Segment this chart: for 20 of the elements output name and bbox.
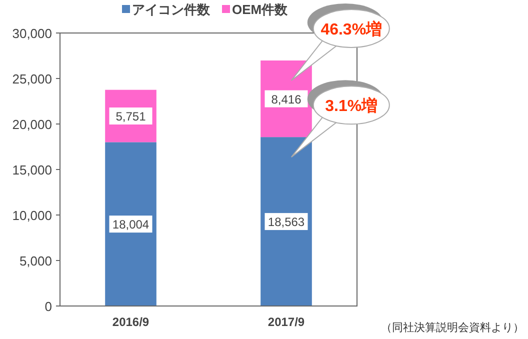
data-label: 18,004 xyxy=(112,218,150,232)
y-tick-label: 5,000 xyxy=(19,254,52,268)
annotation: 46.3%増 xyxy=(320,19,382,38)
y-tick-label: 20,000 xyxy=(12,117,52,132)
data-label: 5,751 xyxy=(116,109,146,124)
annotation: 3.1%増 xyxy=(325,96,378,116)
data-label: 8,416 xyxy=(271,92,302,106)
text: （同社決算説明会資料より） xyxy=(381,321,524,334)
x-tick-label: 2017/9 xyxy=(268,315,305,329)
legend-label: アイコン件数 xyxy=(132,2,211,17)
y-tick-label: 30,000 xyxy=(12,26,52,41)
x-tick-label: 2016/9 xyxy=(112,315,150,329)
y-tick-label: 10,000 xyxy=(12,208,52,223)
y-tick-label: 15,000 xyxy=(12,162,52,178)
bar xyxy=(260,137,312,306)
data-label: 18,563 xyxy=(268,215,305,230)
y-tick-label: 25,000 xyxy=(12,72,52,86)
bar xyxy=(105,142,156,306)
legend-label: OEM件数 xyxy=(232,2,289,17)
y-tick-label: 0 xyxy=(44,299,52,314)
